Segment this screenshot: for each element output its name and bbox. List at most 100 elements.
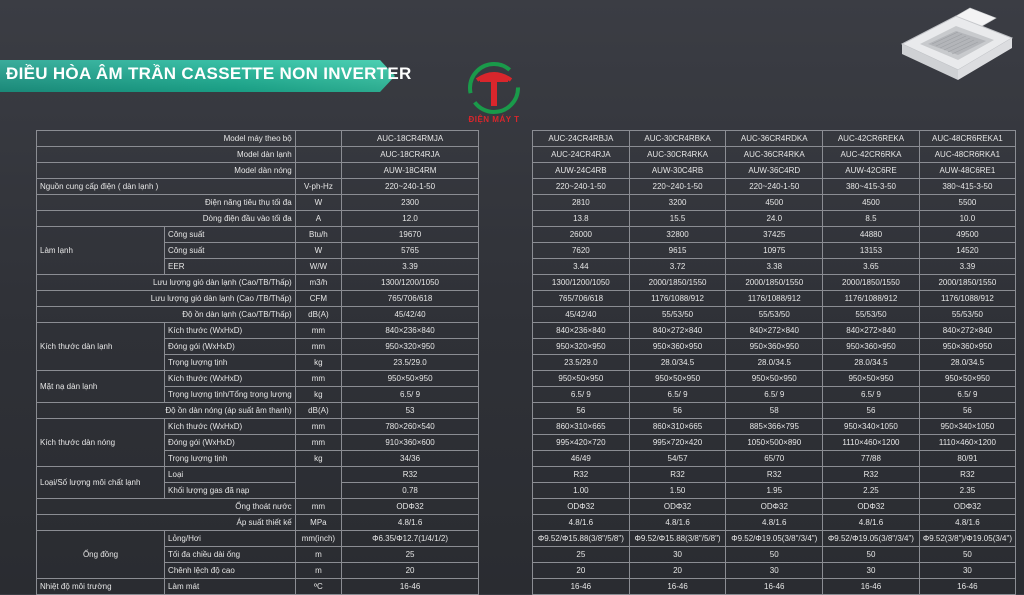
value-cell: 950×360×950 — [918, 338, 1017, 355]
value-cell: 80/91 — [918, 450, 1017, 467]
value-cell: 220~240-1-50 — [532, 178, 630, 195]
row-label: Model dàn nóng — [36, 162, 296, 179]
unit-cell: m — [294, 562, 343, 579]
value-cell: 950×340×1050 — [822, 418, 920, 435]
value-cell: 19670 — [341, 226, 479, 243]
value-cell: 7620 — [532, 242, 630, 259]
value-cell: 16-46 — [532, 578, 630, 595]
row-label: Kích thước (WxHxD) — [164, 418, 296, 435]
unit-cell: mm — [294, 370, 343, 387]
value-cell: 25 — [341, 546, 479, 563]
value-cell: 4500 — [822, 194, 920, 211]
value-cell: R32 — [628, 466, 727, 483]
value-cell: 55/53/50 — [628, 306, 727, 323]
value-cell: ODΦ32 — [822, 498, 920, 515]
table-row: Dòng điện đầu vào tối đa A 12.0 — [36, 210, 479, 227]
value-cell: 1110×460×1200 — [918, 434, 1017, 451]
value-cell: AUC-48CR6RKA1 — [918, 146, 1017, 163]
value-cell: 53 — [341, 402, 479, 419]
value-cell: AUC-48CR6REKA1 — [918, 130, 1017, 147]
unit-cell: mm — [294, 418, 343, 435]
table-row: 950×50×950 950×50×950 950×50×950 950×50×950… — [532, 370, 1017, 387]
value-cell: 4.8/1.6 — [725, 514, 824, 531]
value-cell: 50 — [918, 546, 1017, 563]
value-cell: 840×272×840 — [725, 322, 824, 339]
value-cell: 1176/1088/912 — [822, 290, 920, 307]
value-cell: 2000/1850/1550 — [725, 274, 824, 291]
value-cell: 4.8/1.6 — [628, 514, 727, 531]
table-row: Model máy theo bộ AUC-18CR4RMJA — [36, 130, 479, 147]
group-label: Kích thước dàn lạnh — [35, 322, 166, 371]
row-label: Dòng điện đầu vào tối đa — [36, 210, 296, 227]
value-cell: 3.39 — [918, 258, 1017, 275]
table-row: Nhiệt độ môi trường Làm mát ºC 16-46 — [35, 578, 479, 595]
value-cell: 58 — [725, 402, 824, 419]
value-cell: 380~415-3-50 — [822, 178, 920, 195]
table-row: 16-46 16-46 16-46 16-46 16-46 — [532, 578, 1017, 595]
value-cell: AUC-36CR4RKA — [725, 146, 824, 163]
value-cell: 910×360×600 — [341, 434, 479, 451]
table-row: 995×420×720 995×720×420 1050×500×890 1110×4… — [532, 434, 1017, 451]
value-cell: 16-46 — [628, 578, 727, 595]
row-label: Độ ồn dàn lạnh (Cao/TB/Thấp) — [36, 306, 296, 323]
row-label: Công suất — [164, 226, 296, 243]
value-cell: 3.72 — [628, 258, 727, 275]
row-label: Trọng lượng tịnh — [164, 450, 296, 467]
value-cell: 4.8/1.6 — [822, 514, 920, 531]
group-label: Kích thước dàn nóng — [35, 418, 166, 467]
value-cell: 1300/1200/1050 — [532, 274, 630, 291]
value-cell: 6.5/ 9 — [341, 386, 479, 403]
table-row: Độ ồn dàn lạnh (Cao/TB/Thấp) dB(A) 45/42/4… — [36, 306, 479, 323]
group-label: Mặt nạ dàn lạnh — [35, 370, 166, 403]
row-label: Đóng gói (WxHxD) — [164, 434, 296, 451]
unit-cell: W — [294, 194, 343, 211]
row-label: Lưu lượng gió dàn lạnh (Cao/TB/Thấp) — [36, 274, 296, 291]
value-cell: 3.65 — [822, 258, 920, 275]
table-row: 13.8 15.5 24.0 8.5 10.0 — [532, 210, 1017, 227]
value-cell: AUW-36C4RD — [725, 162, 824, 179]
value-cell: 3.39 — [341, 258, 479, 275]
table-row: Model dàn lạnh AUC-18CR4RJA — [36, 146, 479, 163]
value-cell: 220~240-1-50 — [341, 178, 479, 195]
table-row: 1300/1200/1050 2000/1850/1550 2000/1850/15… — [532, 274, 1017, 291]
value-cell: 28.0/34.5 — [628, 354, 727, 371]
ceiling-cassette-unit-icon — [900, 7, 1014, 80]
row-label: Kích thước (WxHxD) — [164, 370, 296, 387]
value-cell: 950×320×950 — [532, 338, 630, 355]
value-cell: 20 — [628, 562, 727, 579]
value-cell: 1300/1200/1050 — [341, 274, 479, 291]
value-cell: Φ9.52/Φ15.88(3/8"/5/8") — [532, 530, 630, 547]
row-label: Đóng gói (WxHxD) — [164, 338, 296, 355]
title-banner — [0, 60, 395, 92]
unit-cell: mm — [294, 338, 343, 355]
value-cell: 16-46 — [918, 578, 1017, 595]
value-cell: 28.0/34.5 — [918, 354, 1017, 371]
value-cell: AUC-30CR4RBKA — [628, 130, 727, 147]
row-label: Điện năng tiêu thụ tối đa — [36, 194, 296, 211]
value-cell: 950×320×950 — [341, 338, 479, 355]
table-row: Kích thước dàn nóng Kích thước (WxHxD) mm 7… — [35, 418, 479, 467]
value-cell: Φ9.52/Φ19.05(3/8"/3/4") — [725, 530, 824, 547]
group-label: Nhiệt độ môi trường — [35, 578, 166, 595]
row-label: Độ ồn dàn nóng (áp suất âm thanh) — [36, 402, 296, 419]
value-cell: 3200 — [628, 194, 727, 211]
unit-cell: mm(inch) — [294, 530, 343, 547]
table-row: 1.00 1.50 1.95 2.25 2.35 — [532, 482, 1017, 499]
value-cell: 56 — [532, 402, 630, 419]
unit-cell: m — [294, 546, 343, 563]
value-cell: 32800 — [628, 226, 727, 243]
title-banner-shade — [0, 60, 395, 92]
value-cell: AUW-42C6RE — [822, 162, 920, 179]
spec-table-right: AUC-24CR4RBJA AUC-30CR4RBKA AUC-36CR4RDKA A… — [532, 130, 1017, 595]
value-cell: 77/88 — [822, 450, 920, 467]
value-cell: 860×310×665 — [628, 418, 727, 435]
row-label: Làm mát — [164, 578, 296, 595]
value-cell: 950×50×950 — [725, 370, 824, 387]
table-row: Trọng lượng tịnh kg 23.5/29.0 — [37, 354, 479, 371]
value-cell: AUW-18C4RM — [341, 162, 479, 179]
unit-cell: mm — [294, 498, 343, 515]
row-label: EER — [164, 258, 296, 275]
value-cell: 220~240-1-50 — [725, 178, 824, 195]
value-cell: 45/42/40 — [341, 306, 479, 323]
value-cell: 65/70 — [725, 450, 824, 467]
